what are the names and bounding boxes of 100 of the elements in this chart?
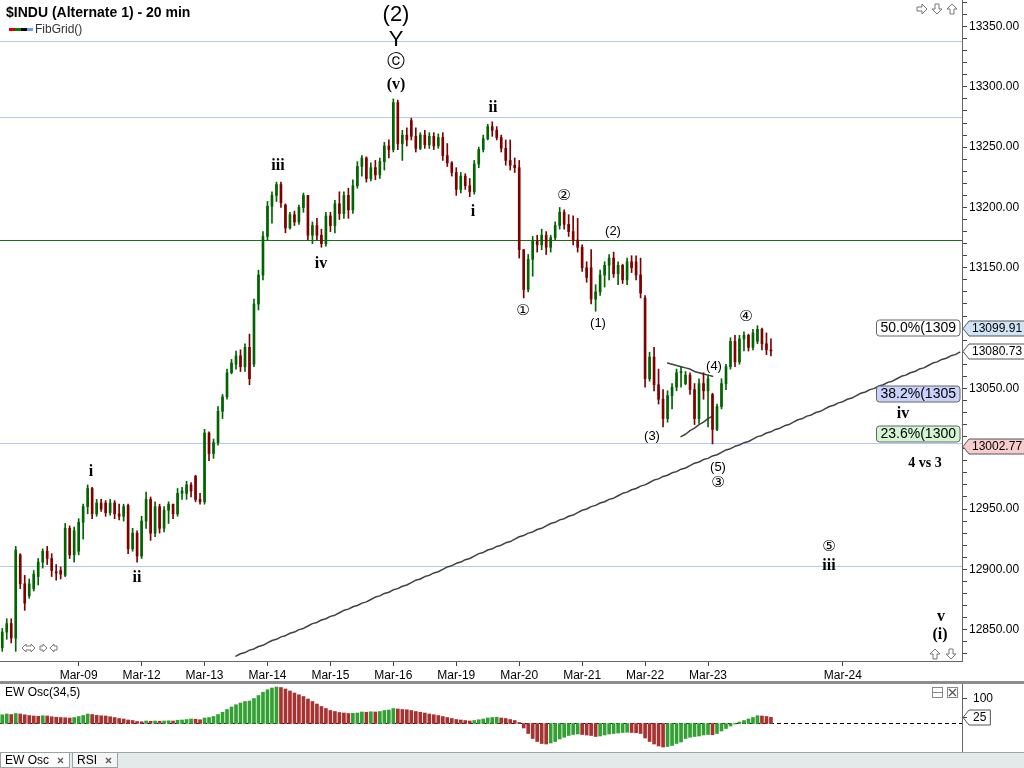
annotation: iii xyxy=(271,156,286,174)
x-tick-label: Mar-24 xyxy=(823,667,863,682)
tab: EW Osc xyxy=(0,753,70,768)
bar xyxy=(72,717,76,724)
bar xyxy=(162,720,166,724)
bar xyxy=(643,723,647,739)
bar xyxy=(9,714,14,724)
bar xyxy=(405,709,409,724)
text: 13002.77 xyxy=(972,438,1023,453)
bar xyxy=(688,723,692,738)
y-tick-label: 13200.00 xyxy=(969,199,1020,214)
bar xyxy=(139,721,144,724)
bar xyxy=(4,713,9,724)
bar xyxy=(553,723,557,742)
bar xyxy=(418,711,423,724)
bar xyxy=(13,713,18,724)
bar xyxy=(670,723,674,746)
x-tick-label: Mar-21 xyxy=(563,667,602,682)
bar xyxy=(252,698,256,724)
bar xyxy=(351,712,355,724)
bar xyxy=(544,723,549,745)
bar xyxy=(508,719,513,724)
bar xyxy=(387,709,391,724)
bar xyxy=(652,723,656,745)
bar xyxy=(760,715,764,724)
bar xyxy=(144,720,148,724)
bar xyxy=(580,723,584,735)
annotation: (2) xyxy=(605,222,621,238)
annotation: (1) xyxy=(590,314,606,330)
bar xyxy=(548,723,553,744)
annotation: iv xyxy=(314,254,328,272)
y-tick-label: 13300.00 xyxy=(969,79,1020,94)
bar xyxy=(54,716,59,724)
bar xyxy=(413,711,418,724)
annotation: 38.2%(1305 xyxy=(880,385,957,402)
bar xyxy=(634,723,638,734)
annotation: (5) xyxy=(710,458,726,474)
bar xyxy=(571,723,575,735)
y-tick-label: 13350.00 xyxy=(969,18,1020,33)
annotation: iv xyxy=(896,404,910,422)
annotation: i xyxy=(88,462,94,480)
bar xyxy=(427,713,432,724)
bar xyxy=(481,718,486,724)
bar xyxy=(539,723,544,744)
y-tick-label: 12850.00 xyxy=(969,621,1020,636)
bar xyxy=(27,715,32,724)
bar xyxy=(234,704,238,724)
bar xyxy=(81,715,85,724)
x-tick-label: Mar-23 xyxy=(689,667,728,682)
bar xyxy=(490,717,495,724)
bar xyxy=(472,720,477,724)
bar xyxy=(31,715,36,724)
bar xyxy=(625,723,629,733)
bar xyxy=(679,723,683,743)
bar xyxy=(153,720,157,724)
y-tick-label: 12900.00 xyxy=(969,561,1020,576)
bar xyxy=(198,719,202,724)
bar xyxy=(485,717,490,724)
annotation: (3) xyxy=(644,427,660,443)
bar xyxy=(99,715,103,724)
annotation: 23.6%(1300 xyxy=(880,425,957,442)
bar xyxy=(67,717,72,724)
bar xyxy=(589,723,593,736)
annotation: (2) xyxy=(382,1,410,27)
chart-title: EW Osc(34,5) xyxy=(5,685,81,700)
annotation: ④ xyxy=(739,306,753,325)
bar xyxy=(18,713,23,724)
bar xyxy=(306,698,310,724)
bar xyxy=(454,719,459,724)
bar xyxy=(63,717,68,724)
bar xyxy=(189,718,193,724)
bar xyxy=(742,720,746,724)
bar xyxy=(494,716,499,724)
bar xyxy=(503,718,508,724)
bar xyxy=(422,712,427,724)
annotation: ⑤ xyxy=(822,536,836,555)
bar xyxy=(562,723,566,738)
annotation: Y xyxy=(388,26,404,52)
bar xyxy=(297,694,301,724)
text: 13080.73 xyxy=(972,343,1023,358)
x-tick-label: Mar-14 xyxy=(248,667,287,682)
bar xyxy=(0,714,5,724)
bar xyxy=(216,714,220,724)
annotation: ① xyxy=(516,300,530,319)
bar xyxy=(90,714,94,724)
bar xyxy=(530,723,535,739)
annotation: i xyxy=(470,202,476,220)
x-tick-label: Mar-12 xyxy=(122,667,161,682)
bar xyxy=(409,710,414,724)
x-tick-label: Mar-19 xyxy=(437,667,476,682)
bar xyxy=(45,715,50,724)
bar xyxy=(724,723,728,729)
y-tick-label: 13150.00 xyxy=(969,260,1020,275)
bar xyxy=(36,715,41,724)
bar xyxy=(396,708,400,724)
y-tick-label: 100 xyxy=(973,690,994,705)
bar xyxy=(360,711,364,724)
annotation: (v) xyxy=(386,75,406,94)
bar xyxy=(22,714,27,724)
bar xyxy=(117,718,121,724)
